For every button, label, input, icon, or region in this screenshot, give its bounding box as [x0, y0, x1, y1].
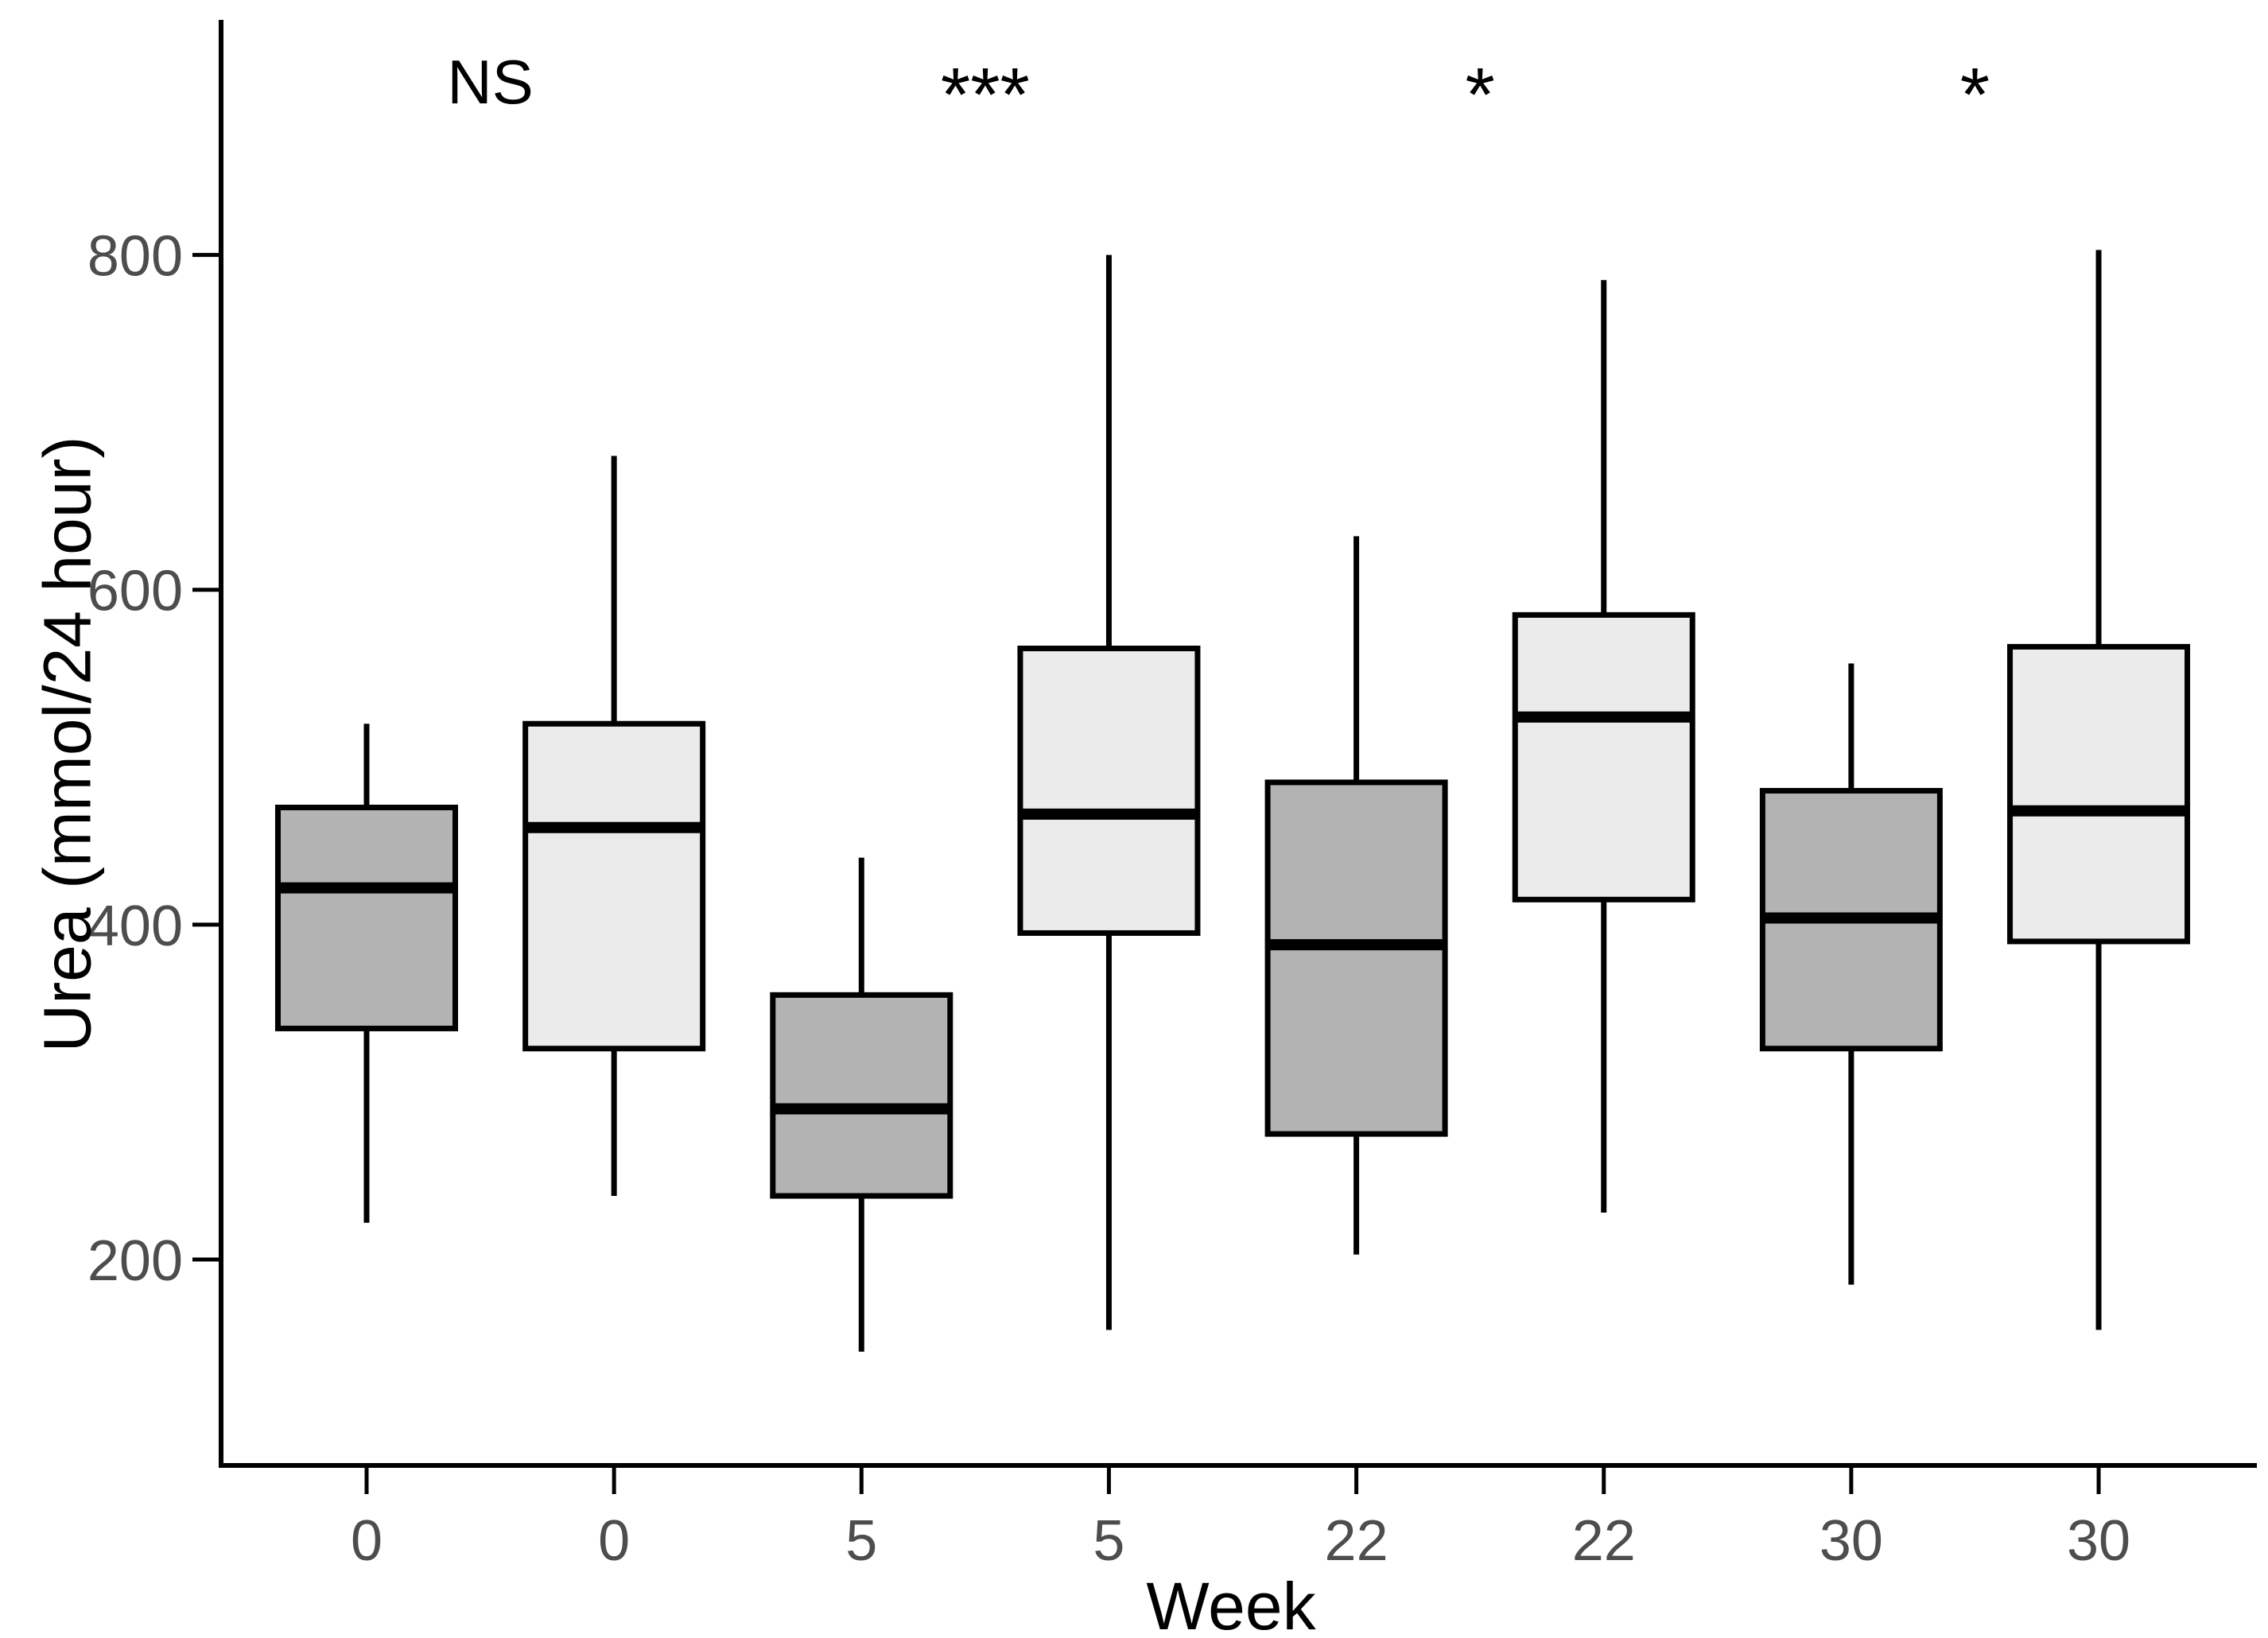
box-rect — [1264, 779, 1448, 1137]
x-tick-label: 5 — [1093, 1509, 1124, 1573]
significance-label: *** — [941, 52, 1030, 138]
box-rect — [2007, 643, 2191, 945]
box-rect — [1017, 645, 1201, 936]
box-rect — [275, 805, 458, 1031]
y-tick-label: 200 — [87, 1229, 183, 1293]
x-tick-label: 30 — [1819, 1509, 1883, 1573]
significance-label: NS — [447, 47, 533, 117]
box-rect — [522, 720, 706, 1052]
box-rect — [770, 992, 953, 1199]
x-tick-label: 0 — [598, 1509, 630, 1573]
x-tick-label: 30 — [2067, 1509, 2130, 1573]
y-axis-title: Urea (mmol/24 hour) — [29, 436, 105, 1053]
x-tick-label: 5 — [845, 1509, 877, 1573]
significance-label: * — [1960, 52, 1990, 138]
y-tick-label: 400 — [87, 895, 183, 958]
x-tick-label: 22 — [1325, 1509, 1388, 1573]
significance-label: * — [1465, 52, 1494, 138]
y-tick-label: 800 — [87, 225, 183, 289]
box-rect — [1512, 611, 1695, 902]
x-tick-label: 0 — [351, 1509, 383, 1573]
x-tick-label: 22 — [1572, 1509, 1636, 1573]
x-axis-title: Week — [1146, 1569, 1316, 1638]
y-tick-label: 600 — [87, 560, 183, 623]
